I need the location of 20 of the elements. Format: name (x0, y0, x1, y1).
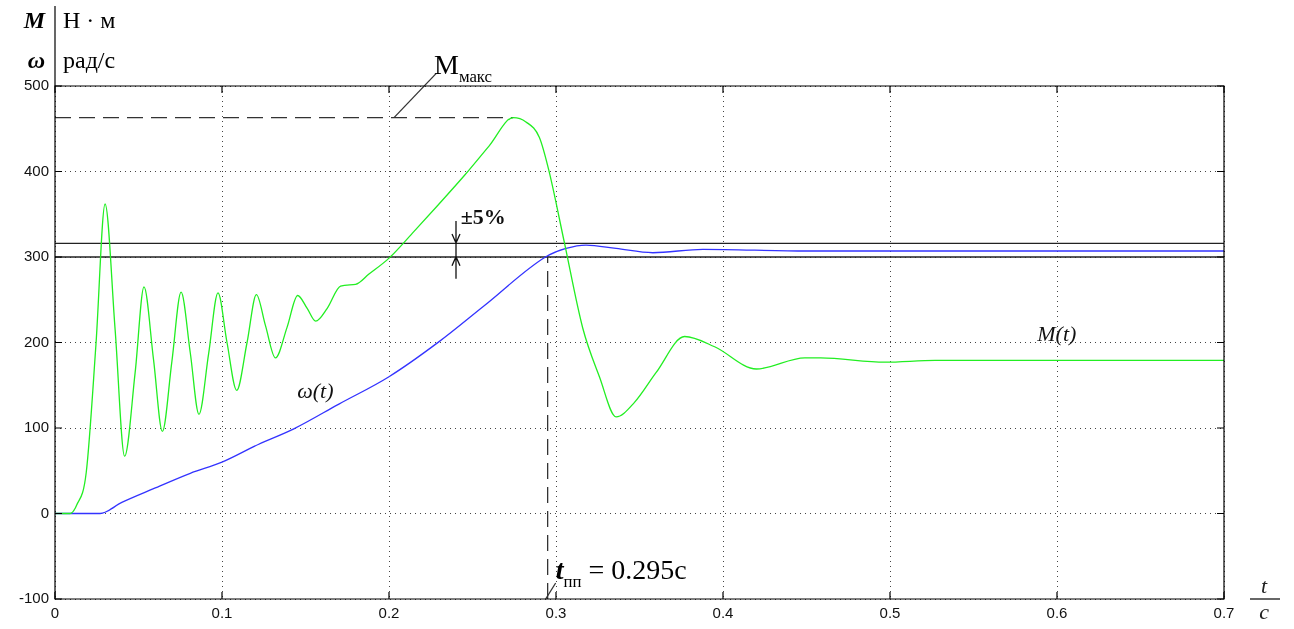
y-tick-label: 0 (40, 503, 49, 521)
x-tick-label: 0.4 (712, 604, 734, 622)
y-tick-label: 200 (23, 332, 49, 350)
x-tick-label: 0.2 (378, 604, 400, 622)
series-label: M(t) (1036, 321, 1077, 347)
y-tick-label: 500 (23, 76, 49, 94)
x-tick-label: 0.5 (879, 604, 901, 622)
y-axis-title: M Н · м ω рад/с (22, 7, 116, 73)
annotation: ±5% (460, 204, 506, 230)
y-tick-label: 100 (23, 418, 49, 436)
x-tick-label: 0.3 (545, 604, 567, 622)
y-tick-label: 300 (23, 247, 49, 265)
x-tick-label: 0 (50, 604, 60, 622)
x-tick-label: 0.1 (211, 604, 233, 622)
x-axis-title: t с (1259, 573, 1270, 624)
y-tick-label: 400 (23, 161, 49, 179)
x-tick-label: 0.6 (1046, 604, 1068, 622)
x-tick-label: 0.7 (1213, 604, 1235, 622)
series-label: ω(t) (297, 377, 334, 403)
y-tick-label: -100 (18, 589, 49, 607)
